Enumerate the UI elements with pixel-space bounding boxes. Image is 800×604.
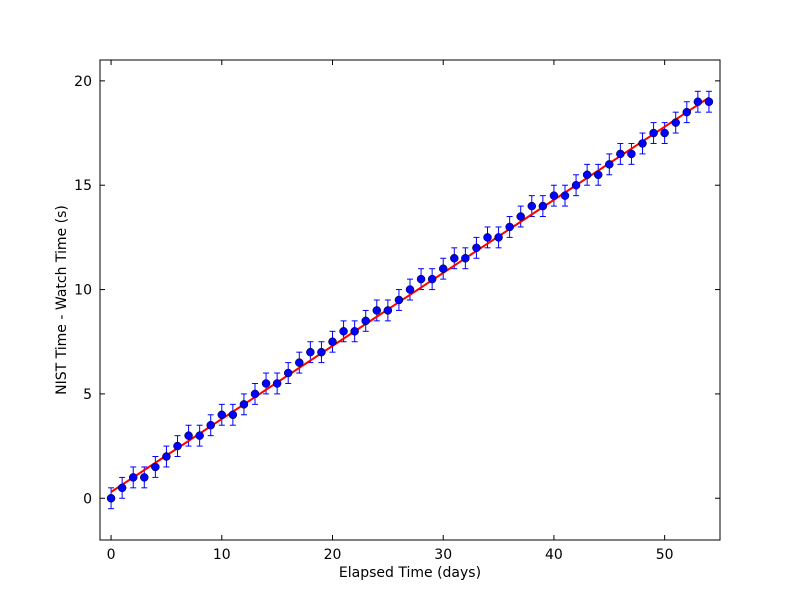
data-point: [549, 191, 559, 200]
y-tick-label: 20: [74, 74, 92, 90]
data-point: [339, 327, 348, 336]
x-tick-label: 0: [107, 547, 116, 563]
data-point: [450, 254, 459, 263]
data-point: [638, 139, 647, 148]
data-point: [250, 389, 260, 399]
data-point: [217, 410, 227, 420]
y-tick-label: 0: [83, 491, 92, 507]
data-point: [704, 97, 714, 106]
x-tick-label: 10: [213, 547, 231, 563]
data-point: [682, 107, 692, 117]
data-point: [483, 233, 492, 242]
data-point: [383, 306, 393, 315]
data-point: [195, 431, 204, 440]
data-point: [627, 149, 636, 159]
data-point: [505, 222, 514, 232]
plot-frame: [99, 59, 721, 541]
data-point: [593, 170, 603, 180]
data-point: [206, 420, 215, 430]
data-point: [228, 410, 238, 420]
data-point: [173, 441, 182, 451]
data-point: [405, 285, 415, 294]
data-point: [306, 347, 315, 357]
data-point: [295, 358, 304, 367]
data-point: [438, 264, 448, 273]
x-tick-label: 20: [324, 547, 342, 563]
data-point: [283, 368, 293, 378]
data-point: [660, 128, 669, 138]
data-point: [317, 347, 326, 357]
data-point: [560, 191, 570, 200]
data-point: [516, 212, 525, 221]
data-point: [605, 160, 614, 169]
data-point: [106, 494, 116, 503]
data-point: [261, 379, 271, 388]
data-point: [272, 379, 282, 388]
data-point: [328, 337, 337, 346]
data-point: [117, 483, 127, 493]
data-point: [649, 128, 658, 138]
data-point: [427, 274, 437, 284]
x-tick-label: 50: [656, 547, 674, 563]
x-tick-label: 40: [545, 547, 563, 563]
data-point: [239, 400, 249, 409]
y-tick-label: 10: [74, 283, 92, 299]
data-point: [671, 118, 680, 127]
x-tick-label: 30: [434, 547, 452, 563]
data-point: [128, 473, 138, 482]
data-point: [361, 316, 370, 326]
data-point: [162, 452, 171, 461]
data-point: [494, 233, 503, 242]
y-axis-ticks: 0 5 10 15 20: [74, 74, 720, 507]
data-point: [527, 201, 537, 211]
data-point: [140, 473, 149, 482]
data-point: [372, 306, 382, 315]
data-point: [416, 274, 426, 284]
points-layer: [106, 97, 714, 503]
x-axis-ticks: 0 10 20 30 40 50: [107, 60, 674, 563]
data-point: [461, 254, 470, 263]
y-tick-label: 5: [83, 387, 92, 403]
data-point: [394, 295, 404, 305]
data-point: [472, 243, 481, 253]
data-point: [184, 431, 193, 440]
data-point: [693, 97, 703, 106]
data-point: [151, 462, 160, 472]
data-point: [582, 170, 592, 180]
data-point: [571, 180, 581, 190]
y-axis-label: NIST Time - Watch Time (s): [54, 205, 70, 395]
data-point: [616, 149, 625, 159]
x-axis-label: Elapsed Time (days): [339, 565, 481, 581]
data-point: [350, 327, 359, 336]
data-point: [538, 201, 548, 211]
y-tick-label: 15: [74, 178, 92, 194]
